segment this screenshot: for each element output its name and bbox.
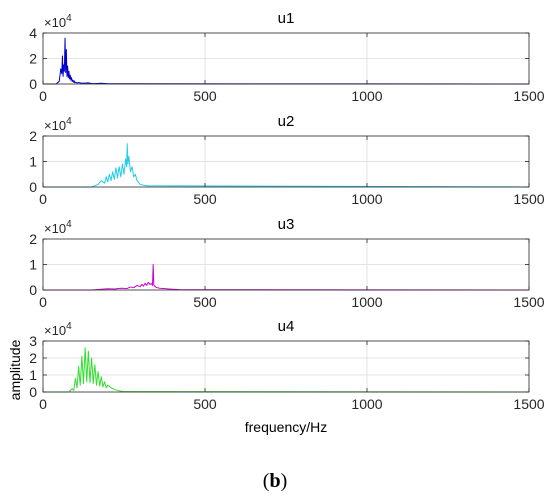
x-tick-label: 1500 [513,294,544,310]
x-tick-label: 500 [193,396,217,412]
x-tick-label: 500 [193,294,217,310]
y-axis-label: amplitude [7,339,23,400]
y-tick-label: 1 [29,257,37,273]
y-exponent-label: ×104 [44,219,72,236]
series-line-u2 [43,143,530,188]
series-line-u3 [43,264,530,291]
chart-title: u1 [278,10,295,27]
y-exponent-power: 4 [66,219,72,230]
y-tick-label: 2 [29,350,37,366]
y-exponent-power: 4 [66,321,72,332]
series-line-u1 [43,37,530,85]
chart-panel-u3: 0 500 1000 1500 0 1 2 ×104 u3 [29,216,545,310]
y-exponent-label: ×104 [44,321,72,338]
chart-title: u4 [278,318,295,335]
y-tick-label: 0 [29,76,37,92]
y-tick-label: 0 [29,384,37,400]
series-line-u4 [43,347,530,393]
chart-panel-u2: 0 500 1000 1500 0 1 2 ×104 u2 [29,113,545,207]
x-tick-label: 1000 [351,88,382,104]
x-tick-label: 500 [193,88,217,104]
x-tick-label: 1500 [513,191,544,207]
x-tick-label: 0 [39,396,47,412]
x-tick-label: 0 [39,191,47,207]
y-exponent-label: ×104 [44,116,72,133]
y-exponent-power: 4 [66,116,72,127]
y-tick-label: 2 [29,51,37,67]
x-tick-label: 1500 [513,396,544,412]
y-tick-label: 4 [29,25,37,41]
figure-caption: (b) [0,470,550,493]
y-exponent-power: 4 [66,13,72,24]
chart-title: u3 [278,216,295,233]
y-tick-label: 1 [29,367,37,383]
y-tick-label: 2 [29,128,37,144]
x-axis-label: frequency/Hz [245,419,327,435]
chart-title: u2 [278,113,295,130]
y-tick-label: 1 [29,154,37,170]
caption-open: ( [262,470,270,492]
x-tick-label: 1500 [513,88,544,104]
caption-letter: b [269,470,281,492]
x-tick-label: 0 [39,294,47,310]
y-tick-label: 0 [29,179,37,195]
x-tick-label: 500 [193,191,217,207]
y-exponent-label: ×104 [44,13,72,30]
x-tick-label: 1000 [351,294,382,310]
plot-frame [42,340,530,393]
caption-close: ) [280,470,288,492]
plot-area [43,341,529,392]
x-tick-label: 1000 [351,191,382,207]
y-tick-label: 3 [29,333,37,349]
y-tick-label: 2 [29,231,37,247]
x-tick-label: 0 [39,88,47,104]
y-tick-label: 0 [29,282,37,298]
x-tick-label: 1000 [351,396,382,412]
